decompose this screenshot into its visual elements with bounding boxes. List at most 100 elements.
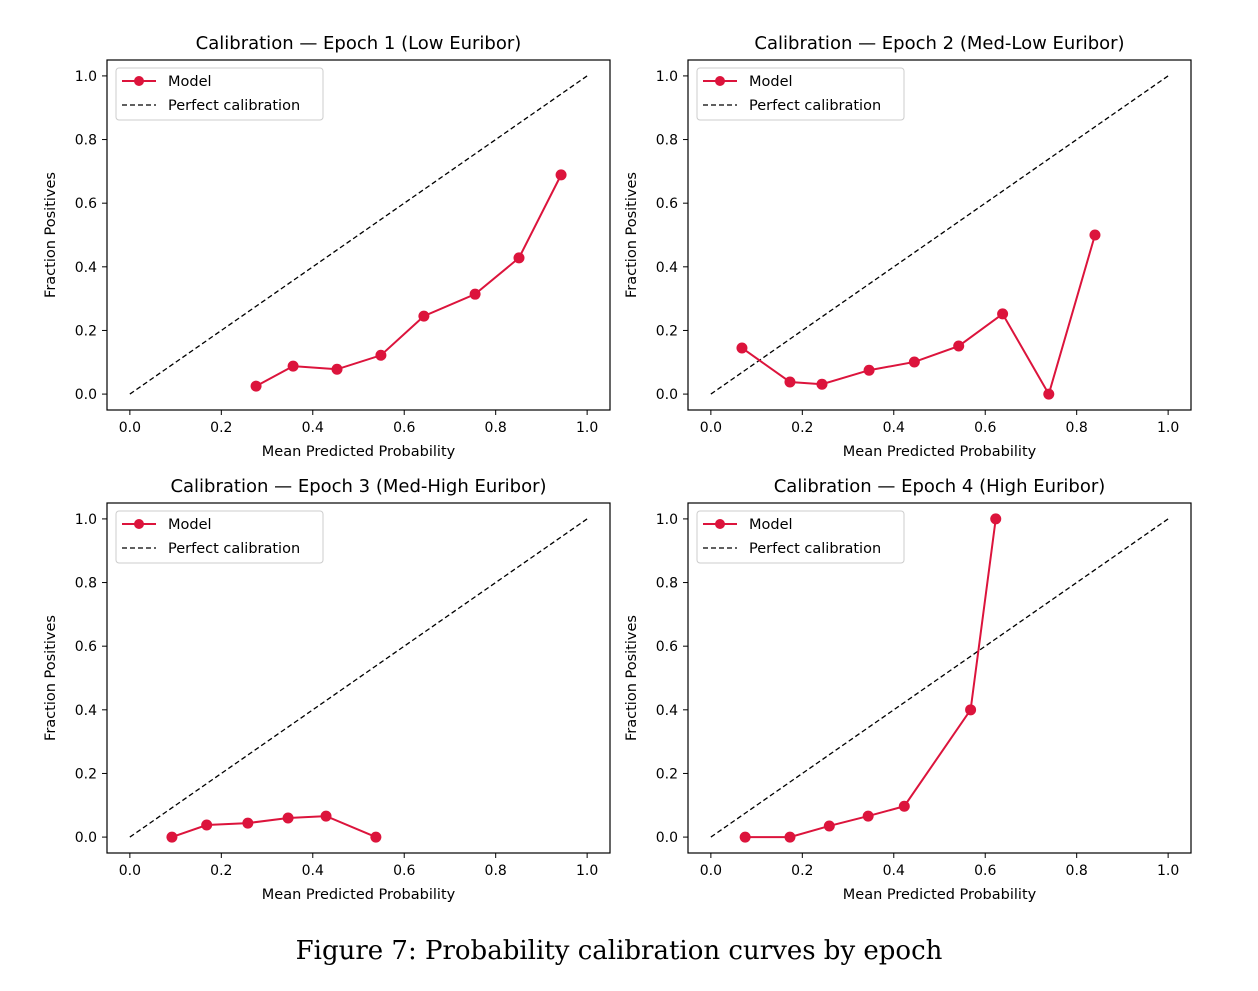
model-point — [863, 364, 875, 376]
y-axis-label: Fraction Positives — [43, 172, 59, 298]
legend: Model Perfect calibration — [696, 67, 905, 121]
perfect-calibration-line — [710, 75, 1169, 395]
model-point — [908, 356, 920, 368]
x-tick-label: 0.4 — [302, 420, 324, 436]
legend-label-perfect: Perfect calibration — [168, 98, 300, 114]
model-point — [331, 363, 343, 375]
x-tick-label: 1.0 — [1157, 863, 1179, 879]
legend-model-marker — [134, 519, 144, 529]
x-tick-label: 0.4 — [302, 863, 324, 879]
legend-box — [115, 510, 324, 564]
model-point — [555, 169, 567, 181]
y-axis-label: Fraction Positives — [43, 615, 59, 741]
y-tick-label: 0.8 — [656, 133, 678, 149]
model-point — [201, 819, 213, 831]
legend: Model Perfect calibration — [115, 67, 324, 121]
model-point — [739, 831, 751, 843]
model-point — [375, 349, 387, 361]
model-point — [1043, 388, 1055, 400]
x-tick-label: 0.8 — [1066, 420, 1088, 436]
model-point — [784, 831, 796, 843]
model-point — [823, 820, 835, 832]
x-tick-label: 0.2 — [210, 420, 232, 436]
model-point — [784, 376, 796, 388]
y-tick-label: 0.4 — [75, 703, 97, 719]
y-tick-label: 1.0 — [75, 69, 97, 85]
y-tick-label: 0.0 — [656, 387, 678, 403]
x-tick-label: 0.2 — [791, 863, 813, 879]
y-axis-label: Fraction Positives — [624, 172, 640, 298]
model-point — [250, 380, 262, 392]
x-tick-label: 0.6 — [974, 863, 996, 879]
chart-panel-3: Calibration — Epoch 3 (Med-High Euribor)… — [43, 476, 611, 903]
y-tick-label: 0.4 — [656, 260, 678, 276]
legend-box — [696, 510, 905, 564]
legend-label-perfect: Perfect calibration — [749, 541, 881, 557]
model-point — [469, 288, 481, 300]
y-tick-label: 0.2 — [75, 323, 97, 339]
legend-label-model: Model — [749, 517, 793, 533]
model-point — [287, 360, 299, 372]
chart-panel-4: Calibration — Epoch 4 (High Euribor) 0.0 0… — [624, 476, 1192, 903]
model-line — [255, 174, 562, 388]
chart-panel-2: Calibration — Epoch 2 (Med-Low Euribor) 0… — [624, 33, 1192, 460]
chart-title: Calibration — Epoch 3 (Med-High Euribor) — [170, 476, 546, 497]
chart-title: Calibration — Epoch 4 (High Euribor) — [774, 476, 1106, 497]
model-point — [965, 704, 977, 716]
model-point — [320, 810, 332, 822]
y-tick-label: 0.8 — [75, 133, 97, 149]
legend-model-marker — [715, 519, 725, 529]
x-tick-label: 0.4 — [883, 863, 905, 879]
legend-label-model: Model — [749, 74, 793, 90]
y-tick-label: 0.2 — [75, 766, 97, 782]
x-axis-label: Mean Predicted Probability — [843, 887, 1037, 903]
y-tick-label: 0.8 — [656, 576, 678, 592]
x-tick-label: 1.0 — [576, 420, 598, 436]
model-point — [1089, 229, 1101, 241]
model-point — [898, 800, 910, 812]
x-tick-label: 0.6 — [974, 420, 996, 436]
x-tick-label: 0.0 — [700, 863, 722, 879]
x-tick-label: 0.8 — [485, 863, 507, 879]
legend-label-perfect: Perfect calibration — [749, 98, 881, 114]
x-tick-label: 0.0 — [119, 420, 141, 436]
chart-title: Calibration — Epoch 2 (Med-Low Euribor) — [754, 33, 1124, 54]
figure-caption: Figure 7: Probability calibration curves… — [295, 936, 943, 966]
legend-box — [696, 67, 905, 121]
perfect-calibration-line — [129, 75, 588, 395]
chart-title: Calibration — Epoch 1 (Low Euribor) — [196, 33, 522, 54]
model-point — [166, 831, 178, 843]
y-tick-label: 1.0 — [656, 69, 678, 85]
legend-box — [115, 67, 324, 121]
x-tick-label: 0.4 — [883, 420, 905, 436]
model-point — [282, 812, 294, 824]
x-tick-label: 1.0 — [1157, 420, 1179, 436]
x-tick-label: 0.6 — [393, 863, 415, 879]
model-point — [736, 342, 748, 354]
y-tick-label: 0.6 — [75, 639, 97, 655]
y-tick-label: 0.6 — [656, 196, 678, 212]
y-tick-label: 0.6 — [656, 639, 678, 655]
x-axis-label: Mean Predicted Probability — [262, 887, 456, 903]
model-point — [242, 817, 254, 829]
y-tick-label: 0.0 — [75, 387, 97, 403]
x-tick-label: 0.8 — [1066, 863, 1088, 879]
legend-model-marker — [134, 76, 144, 86]
y-tick-label: 0.6 — [75, 196, 97, 212]
y-axis-label: Fraction Positives — [624, 615, 640, 741]
y-tick-label: 1.0 — [75, 512, 97, 528]
x-tick-label: 0.6 — [393, 420, 415, 436]
y-tick-label: 0.4 — [75, 260, 97, 276]
legend-label-perfect: Perfect calibration — [168, 541, 300, 557]
y-tick-label: 0.0 — [75, 830, 97, 846]
model-point — [418, 310, 430, 322]
model-point — [997, 308, 1009, 320]
x-tick-label: 0.0 — [119, 863, 141, 879]
y-tick-label: 0.2 — [656, 766, 678, 782]
legend: Model Perfect calibration — [115, 510, 324, 564]
y-tick-label: 0.0 — [656, 830, 678, 846]
legend: Model Perfect calibration — [696, 510, 905, 564]
perfect-calibration-line — [710, 518, 1169, 838]
x-axis-label: Mean Predicted Probability — [843, 444, 1037, 460]
